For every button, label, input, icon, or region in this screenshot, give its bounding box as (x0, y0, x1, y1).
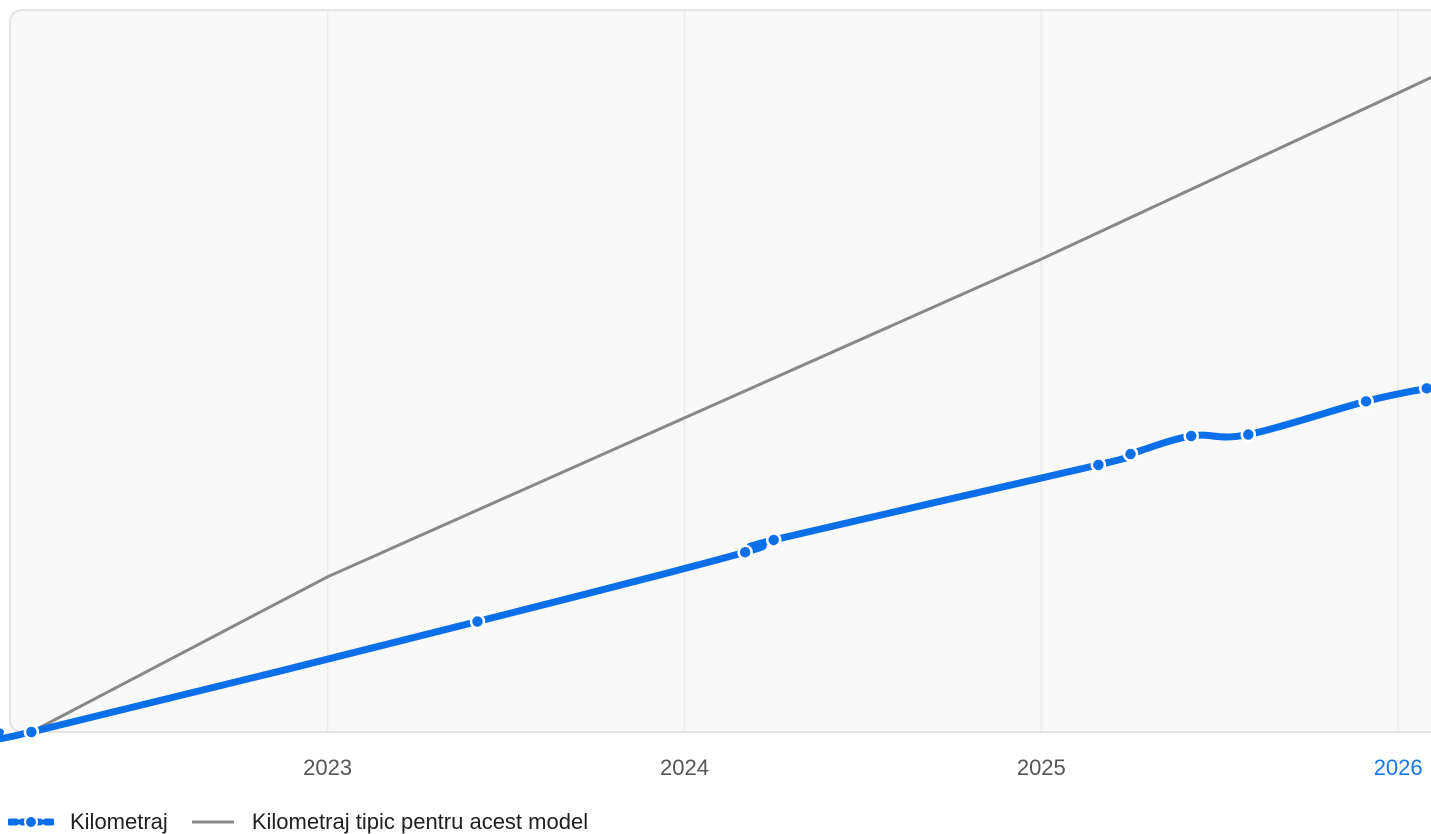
legend-label-typical-mileage: Kilometraj tipic pentru acest model (251, 809, 589, 834)
mileage-point-6[interactable] (1183, 428, 1199, 444)
series-layer (0, 75, 1431, 742)
legend-item-mileage[interactable]: Kilometraj (8, 809, 168, 834)
series-line-typical-mileage (30, 75, 1431, 734)
x-tick-label-2025: 2025 (1017, 755, 1066, 780)
x-tick-label-2026: 2026 (1374, 755, 1423, 780)
mileage-point-3[interactable] (765, 532, 782, 548)
legend-item-typical-mileage[interactable]: Kilometraj tipic pentru acest model (190, 809, 588, 834)
mileage-point-1[interactable] (469, 613, 486, 630)
legend-swatch-typical-icon (191, 820, 234, 824)
x-axis-ticks: 2023 2024 2025 2026 (303, 755, 1423, 780)
legend: Kilometraj Kilometraj tipic pentru acest… (8, 806, 610, 834)
mileage-point-8[interactable] (1358, 393, 1374, 410)
mileage-point-9[interactable] (1418, 380, 1431, 397)
x-tick-label-2023: 2023 (303, 755, 352, 780)
legend-label-mileage: Kilometraj (70, 809, 168, 834)
mileage-point-5[interactable] (1122, 446, 1139, 462)
mileage-point-7[interactable] (1240, 426, 1257, 443)
x-tick-label-2024: 2024 (660, 755, 709, 780)
mileage-point-0[interactable] (23, 724, 40, 740)
legend-swatch-mileage-icon (8, 815, 54, 829)
mileage-point-4[interactable] (1090, 457, 1107, 473)
plot-area (9, 9, 1431, 733)
series-line-mileage (0, 383, 1431, 742)
grid-lines (326, 11, 1399, 731)
mileage-point-2[interactable] (737, 544, 753, 560)
